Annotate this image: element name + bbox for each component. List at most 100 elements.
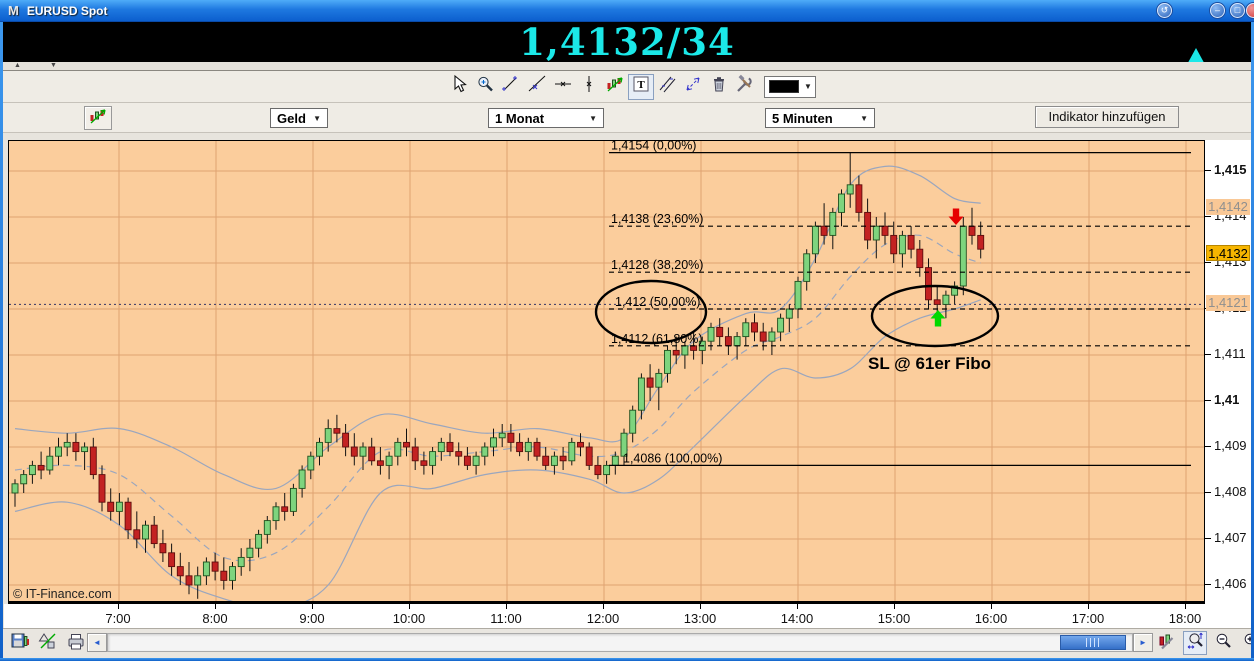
zoom-icon (475, 74, 495, 99)
time-tick (506, 604, 507, 609)
forecast-drawing-tool-button[interactable] (602, 74, 628, 100)
shapes-icon (38, 631, 58, 656)
hline-icon (553, 74, 573, 99)
chart-style-button[interactable] (84, 106, 112, 130)
price-tick (1205, 446, 1211, 447)
chart-canvas[interactable]: 1,4154 (0,00%) 1,4138 (23,60%) 1,4128 (38,… (8, 140, 1205, 604)
price-axis[interactable]: 1,4151,4141,4131,4121,4111,411,4091,4081… (1205, 140, 1251, 628)
scrollbar-track[interactable] (107, 633, 1133, 652)
caret-down-icon: ▼ (804, 82, 812, 91)
zoom-in-button[interactable] (1239, 631, 1251, 655)
zoom-out-button[interactable] (1211, 631, 1235, 655)
segment-tool-button[interactable] (498, 74, 524, 100)
wrench-icon (735, 74, 755, 99)
time-tick (991, 604, 992, 609)
zoom-fit-button[interactable] (1183, 631, 1207, 655)
price-tick (1205, 492, 1211, 493)
trash-icon (709, 74, 729, 99)
timeframe-select[interactable]: 5 Minuten ▼ (765, 108, 875, 128)
time-label: 9:00 (299, 611, 325, 626)
caret-down-icon: ▼ (589, 113, 597, 123)
save-icon (10, 631, 30, 656)
time-label: 8:00 (202, 611, 228, 626)
svg-text:1,4154 (0,00%): 1,4154 (0,00%) (611, 141, 696, 153)
price-label: 1,415 (1214, 162, 1247, 177)
zoom-tool-button[interactable] (472, 74, 498, 100)
time-tick (894, 604, 895, 609)
price-label: 1,407 (1214, 530, 1247, 545)
caret-down-icon: ▼ (860, 113, 868, 123)
price-type-value: Geld (277, 110, 306, 126)
add-indicator-button[interactable]: Indikator hinzufügen (1035, 106, 1179, 128)
svg-text:© IT-Finance.com: © IT-Finance.com (13, 587, 112, 601)
svg-text:1,412 (50,00%): 1,412 (50,00%) (615, 295, 700, 309)
arrow-tool-button[interactable] (680, 74, 706, 100)
time-tick (797, 604, 798, 609)
pointer-tool-button[interactable] (446, 74, 472, 100)
restore-button[interactable]: ↺ (1157, 3, 1172, 18)
window-title: EURUSD Spot (26, 3, 108, 18)
title-bar[interactable]: M EURUSD Spot ↺ – □ (0, 0, 1254, 22)
app-logo-icon: M (8, 3, 19, 18)
scrollbar-grip (1086, 638, 1100, 647)
price-tick (1205, 584, 1211, 585)
time-axis[interactable]: 7:00 8:00 9:00 10:00 11:00 12:00 13:00 14:00 15:… (4, 604, 1205, 628)
horizontal-line-tool-button[interactable] (550, 74, 576, 100)
history-range-select[interactable]: 1 Monat ▼ (488, 108, 604, 128)
color-dropdown[interactable]: ▼ (764, 75, 816, 98)
time-label: 16:00 (974, 611, 1008, 626)
parallel-icon (657, 74, 677, 99)
price-tick (1205, 262, 1211, 263)
drawing-settings-tool-button[interactable] (732, 74, 758, 100)
time-label: 17:00 (1071, 611, 1105, 626)
parallel-lines-tool-button[interactable] (654, 74, 680, 100)
price-label: 1,411 (1214, 346, 1246, 361)
minimize-button[interactable]: – (1210, 3, 1225, 18)
price-type-select[interactable]: Geld ▼ (270, 108, 328, 128)
price-label: 1,409 (1214, 438, 1247, 453)
time-tick (409, 604, 410, 609)
time-tick (215, 604, 216, 609)
zoomminus-icon (1213, 631, 1233, 656)
time-tick (700, 604, 701, 609)
candles-icon (605, 74, 625, 99)
vertical-line-tool-button[interactable] (576, 74, 602, 100)
zoomplus-icon (1241, 631, 1251, 656)
scroll-right-button[interactable]: ► (1133, 633, 1153, 652)
collapse-up-icon[interactable]: ▲ (14, 62, 21, 69)
delete-drawing-tool-button[interactable] (706, 74, 732, 100)
quote-header: 1,4132/34 (0, 22, 1254, 81)
print-icon (66, 631, 86, 656)
price-tick (1205, 216, 1211, 217)
print-chart-button[interactable] (64, 631, 88, 655)
text-tool-button[interactable]: T (628, 73, 654, 100)
window-border-bottom (0, 658, 1254, 661)
price-label: 1,41 (1214, 392, 1240, 407)
save-chart-button[interactable] (8, 631, 32, 655)
pointer-icon (449, 74, 469, 99)
time-tick (1185, 604, 1186, 609)
time-label: 18:00 (1168, 611, 1202, 626)
price-band-marker: 1,4121 (1206, 295, 1250, 312)
candles-icon (88, 106, 108, 131)
price-label: 1,408 (1214, 484, 1247, 499)
price-tick (1205, 400, 1211, 401)
drawing-objects-button[interactable] (36, 631, 60, 655)
price-tick (1205, 538, 1211, 539)
scroll-left-button[interactable]: ◄ (87, 633, 107, 652)
price-tick (1205, 170, 1211, 171)
collapse-down-icon[interactable]: ▼ (50, 62, 57, 69)
timeframe-value: 5 Minuten (772, 110, 833, 126)
chart-settings-button[interactable] (1155, 631, 1179, 655)
scrollbar-thumb[interactable] (1060, 635, 1126, 650)
line-icon (527, 74, 547, 99)
trendline-tool-button[interactable] (524, 74, 550, 100)
zoomfit-icon (1185, 631, 1205, 656)
close-button[interactable] (1246, 3, 1254, 18)
svg-text:SL @ 61er Fibo: SL @ 61er Fibo (868, 354, 991, 373)
maximize-button[interactable]: □ (1230, 3, 1245, 18)
panel-splitter: ▲ ▼ (3, 62, 1251, 71)
price-tick (1205, 354, 1211, 355)
history-range-value: 1 Monat (495, 110, 545, 126)
time-label: 12:00 (586, 611, 620, 626)
